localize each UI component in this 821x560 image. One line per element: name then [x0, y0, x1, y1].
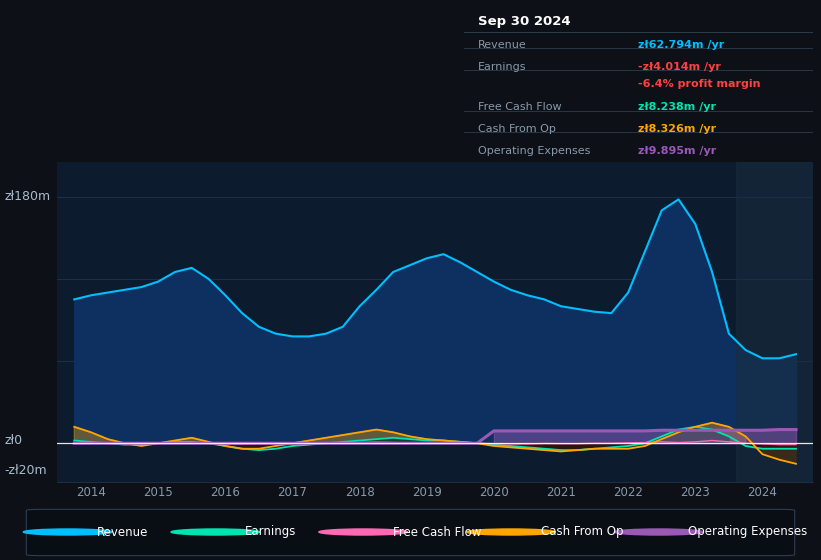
- Text: zł180m: zł180m: [4, 190, 50, 203]
- Circle shape: [319, 529, 407, 535]
- Text: zł62.794m /yr: zł62.794m /yr: [639, 40, 725, 50]
- Text: Free Cash Flow: Free Cash Flow: [478, 102, 562, 112]
- Text: Earnings: Earnings: [245, 525, 296, 539]
- Text: Earnings: Earnings: [478, 62, 526, 72]
- Text: -zł20m: -zł20m: [4, 464, 47, 477]
- Text: zł9.895m /yr: zł9.895m /yr: [639, 146, 717, 156]
- Text: zł8.326m /yr: zł8.326m /yr: [639, 124, 717, 134]
- Bar: [736, 162, 813, 482]
- Text: -zł4.014m /yr: -zł4.014m /yr: [639, 62, 721, 72]
- Text: zł8.238m /yr: zł8.238m /yr: [639, 102, 717, 112]
- Text: Revenue: Revenue: [478, 40, 526, 50]
- Text: Cash From Op: Cash From Op: [478, 124, 556, 134]
- Text: Sep 30 2024: Sep 30 2024: [478, 15, 571, 28]
- Text: Revenue: Revenue: [97, 525, 149, 539]
- FancyBboxPatch shape: [26, 510, 795, 556]
- Text: Operating Expenses: Operating Expenses: [688, 525, 808, 539]
- Circle shape: [466, 529, 555, 535]
- Circle shape: [614, 529, 703, 535]
- Circle shape: [171, 529, 259, 535]
- Text: Cash From Op: Cash From Op: [540, 525, 623, 539]
- Text: zł0: zł0: [4, 434, 22, 447]
- Text: -6.4% profit margin: -6.4% profit margin: [639, 78, 761, 88]
- Text: Free Cash Flow: Free Cash Flow: [392, 525, 481, 539]
- Circle shape: [23, 529, 112, 535]
- Text: Operating Expenses: Operating Expenses: [478, 146, 590, 156]
